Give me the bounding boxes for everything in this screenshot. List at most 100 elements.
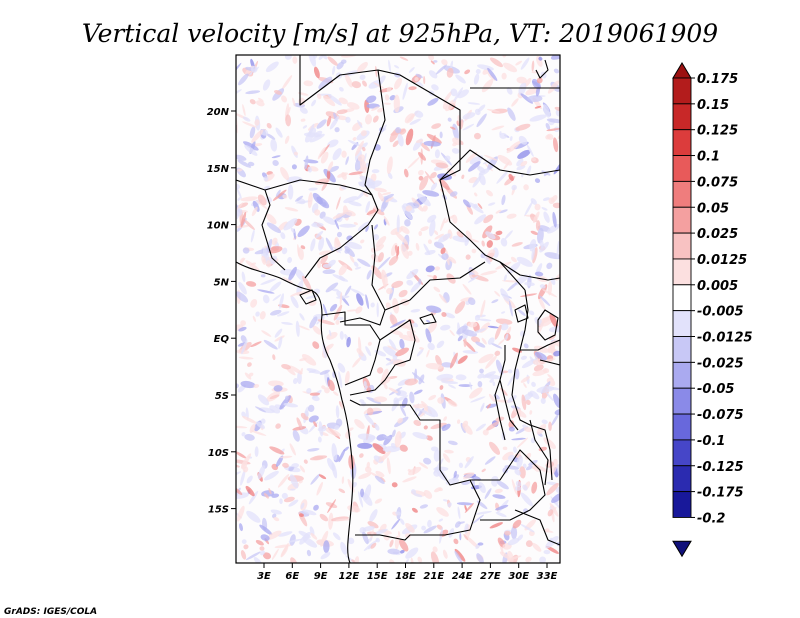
field-blob [336, 295, 350, 299]
field-blob [520, 57, 530, 70]
field-blob [273, 90, 283, 95]
field-blob [454, 548, 466, 562]
field-blob [309, 392, 321, 396]
field-blob [494, 324, 502, 340]
field-blob [507, 262, 521, 275]
field-blob [500, 323, 509, 331]
field-blob [325, 237, 334, 252]
field-blob [308, 415, 319, 423]
lat-tick-label: 5N [214, 277, 230, 288]
colorbar-segment [672, 258, 692, 286]
field-blob [359, 74, 366, 80]
field-blob [523, 184, 529, 191]
field-blob [339, 292, 343, 306]
field-blob [337, 362, 346, 373]
field-blob [337, 246, 343, 252]
field-blob [423, 490, 433, 499]
field-blob [305, 294, 319, 299]
field-blob [433, 60, 438, 63]
field-blob [348, 201, 362, 207]
field-blob [540, 397, 546, 404]
field-blob [354, 140, 364, 157]
field-blob [463, 534, 469, 541]
field-blob [353, 222, 358, 226]
field-blob [357, 221, 371, 232]
border-line [499, 345, 519, 431]
field-blob [308, 55, 317, 67]
field-blob [455, 374, 467, 381]
field-blob [316, 196, 330, 209]
field-blob [515, 60, 523, 66]
border-line [499, 261, 560, 281]
field-blob [488, 393, 496, 402]
field-blob [383, 215, 390, 226]
field-blob [539, 239, 544, 249]
field-blob [269, 281, 282, 292]
colorbar-segment [672, 336, 692, 363]
field-blob [394, 395, 409, 403]
field-blob [392, 140, 399, 148]
field-blob [506, 141, 521, 154]
field-blob [475, 510, 492, 515]
field-blob [476, 553, 484, 563]
field-blob [271, 155, 281, 159]
field-blob [309, 526, 315, 537]
field-blob [386, 287, 393, 295]
field-blob [266, 213, 277, 225]
border-line [299, 55, 526, 291]
field-blob [471, 248, 477, 254]
field-blob [389, 319, 406, 329]
field-blob [410, 281, 422, 293]
field-blob [358, 491, 364, 508]
field-blob [351, 81, 362, 89]
field-blob [453, 470, 457, 478]
field-blob [357, 61, 368, 73]
field-blob [462, 420, 469, 427]
field-blob [317, 146, 326, 160]
field-blob [254, 406, 266, 413]
field-blob [478, 482, 486, 494]
field-blob [419, 504, 429, 509]
field-blob [311, 99, 317, 107]
field-blob [477, 203, 483, 209]
field-blob [494, 290, 501, 297]
field-blob [418, 175, 424, 181]
field-blob [289, 474, 299, 489]
field-blob [436, 507, 449, 517]
field-blob [240, 335, 247, 343]
field-blob [243, 219, 255, 231]
field-blob [346, 235, 354, 241]
field-blob [238, 73, 249, 86]
colorbar-label: 0.1 [697, 150, 720, 165]
field-blob [504, 230, 513, 240]
field-blob [366, 396, 382, 405]
border-line [470, 449, 546, 521]
field-blob [439, 385, 444, 390]
map-frame [235, 54, 561, 564]
field-blob [299, 106, 308, 114]
field-blob [308, 370, 317, 374]
field-blob [544, 528, 550, 533]
colorbar-label: 0.025 [697, 227, 738, 242]
field-blob [396, 214, 400, 233]
colorbar-segment [672, 284, 692, 312]
field-blob [245, 485, 255, 497]
field-blob [236, 471, 242, 476]
field-blob [470, 336, 481, 343]
field-blob [524, 200, 534, 217]
field-blob [475, 341, 486, 348]
field-blob [510, 525, 518, 540]
field-blob [546, 262, 553, 270]
field-blob [404, 241, 409, 250]
field-blob [238, 356, 254, 360]
field-blob [319, 513, 329, 522]
field-blob [236, 188, 242, 199]
field-blob [322, 269, 336, 275]
field-blob [270, 138, 278, 152]
colorbar-segment [672, 413, 692, 441]
field-blob [391, 280, 404, 288]
field-blob [520, 355, 528, 360]
colorbar-label: -0.125 [697, 460, 744, 475]
field-blob [436, 373, 454, 381]
field-blob [262, 294, 270, 304]
